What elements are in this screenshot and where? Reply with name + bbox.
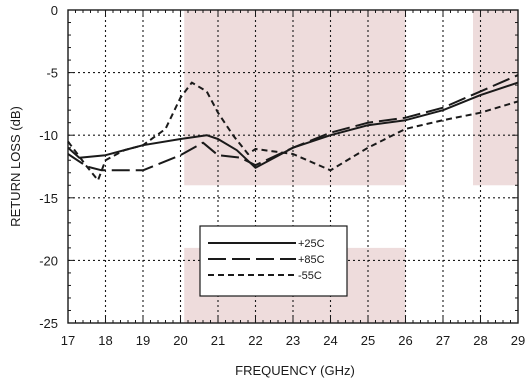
series-line--55C bbox=[67, 81, 519, 182]
y-tick-label: -20 bbox=[39, 253, 58, 268]
shaded-band bbox=[184, 10, 406, 186]
x-tick-label: 24 bbox=[323, 333, 337, 348]
x-tick-label: 19 bbox=[136, 333, 150, 348]
x-tick-label: 27 bbox=[436, 333, 450, 348]
y-axis-title: RETURN LOSS (dB) bbox=[8, 106, 23, 227]
x-tick-label: 29 bbox=[511, 333, 525, 348]
series-lines bbox=[67, 74, 519, 182]
legend: +25C +85C -55C bbox=[199, 225, 348, 297]
x-axis-title: FREQUENCY (GHz) bbox=[235, 363, 355, 378]
x-tick-label: 23 bbox=[286, 333, 300, 348]
y-tick-label: -10 bbox=[39, 128, 58, 143]
x-tick-label: 18 bbox=[98, 333, 112, 348]
legend-label: +85C bbox=[298, 254, 325, 266]
legend-label: +25C bbox=[298, 238, 325, 250]
x-tick-label: 25 bbox=[361, 333, 375, 348]
shaded-band bbox=[473, 10, 518, 186]
x-tick-label: 22 bbox=[248, 333, 262, 348]
x-tick-label: 28 bbox=[473, 333, 487, 348]
series-line-+85C bbox=[67, 74, 519, 172]
legend-label: -55C bbox=[298, 270, 322, 282]
y-tick-labels: 0 -5 -10 -15 -20 -25 bbox=[39, 3, 58, 331]
x-tick-label: 21 bbox=[211, 333, 225, 348]
x-tick-labels: 17 18 19 20 21 22 23 24 25 26 27 28 29 bbox=[61, 333, 525, 348]
legend-box bbox=[199, 225, 348, 297]
y-tick-label: -15 bbox=[39, 191, 58, 206]
x-tick-label: 20 bbox=[173, 333, 187, 348]
y-tick-label: 0 bbox=[51, 3, 58, 18]
y-tick-label: -5 bbox=[46, 66, 58, 81]
y-tick-label: -25 bbox=[39, 316, 58, 331]
x-tick-label: 17 bbox=[61, 333, 75, 348]
x-tick-label: 26 bbox=[398, 333, 412, 348]
frame-minor-ticks bbox=[67, 9, 519, 324]
